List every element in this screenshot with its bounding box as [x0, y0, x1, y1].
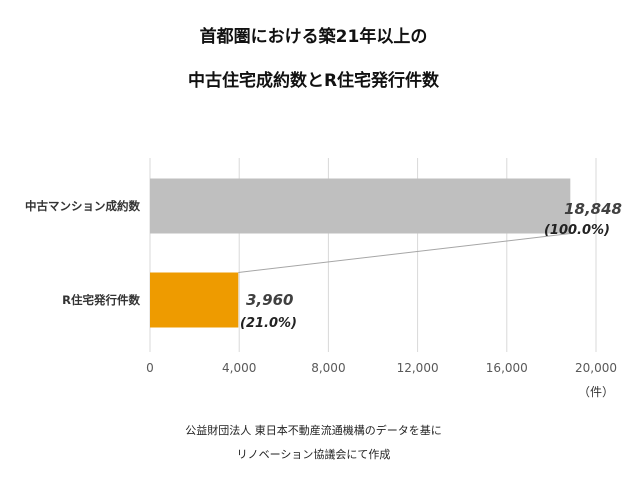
x-tick-label: 8,000 [311, 361, 345, 375]
x-tick-label: 0 [146, 361, 154, 375]
x-tick-label: 16,000 [486, 361, 528, 375]
chart-title-line-2: 中古住宅成約数とR住宅発行件数 [187, 71, 440, 91]
data-label-percent: (100.0%) [544, 223, 610, 238]
x-tick-label: 12,000 [397, 361, 439, 375]
category-label: R住宅発行件数 [62, 293, 140, 307]
data-label-value: 18,848 [564, 200, 622, 218]
connector-line [238, 233, 571, 273]
bar [150, 178, 571, 234]
chart-title-line-1: 首都圏における築21年以上の [199, 27, 428, 47]
bar [150, 272, 239, 328]
x-tick-label: 4,000 [222, 361, 256, 375]
x-tick-label: 20,000 [575, 361, 617, 375]
category-label: 中古マンション成約数 [25, 199, 140, 213]
source-note-line-2: リノベーション協議会にて作成 [236, 448, 391, 461]
data-label-percent: (21.0%) [240, 316, 297, 331]
source-note-line-1: 公益財団法人 東日本不動産流通機構のデータを基に [185, 424, 442, 437]
data-label-value: 3,960 [246, 291, 293, 309]
x-unit-label: （件） [578, 385, 614, 399]
